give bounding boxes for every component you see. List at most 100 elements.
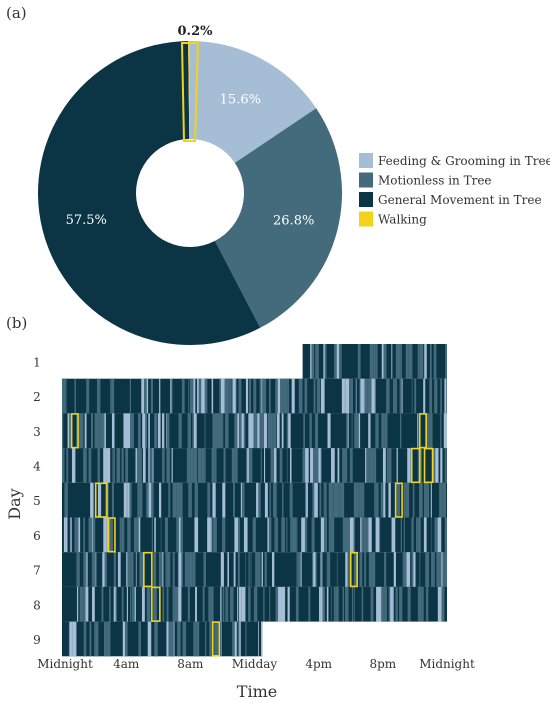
state-segment: [207, 517, 211, 553]
state-segment: [388, 586, 391, 622]
state-segment: [126, 552, 128, 587]
state-segment: [253, 413, 258, 449]
state-segment: [248, 586, 251, 622]
state-segment: [228, 378, 230, 414]
state-segment: [300, 552, 302, 587]
state-segment: [308, 586, 311, 622]
state-segment: [154, 413, 158, 449]
state-segment: [411, 378, 413, 414]
state-segment: [360, 517, 362, 553]
state-segment: [366, 448, 369, 483]
state-segment: [222, 517, 226, 553]
state-segment: [71, 448, 76, 483]
state-segment: [264, 552, 267, 587]
state-segment: [239, 413, 242, 449]
state-segment: [274, 448, 277, 483]
state-segment: [286, 378, 288, 414]
state-segment: [368, 552, 372, 587]
state-segment: [104, 552, 107, 587]
state-segment: [430, 517, 432, 553]
state-segment: [136, 517, 139, 553]
day-row-3: [62, 413, 447, 449]
state-segment: [369, 344, 374, 379]
state-segment: [188, 552, 190, 587]
walking-bout-boxes: [70, 413, 434, 657]
state-segment: [431, 552, 435, 587]
state-segment: [190, 448, 194, 483]
state-segment: [178, 552, 182, 587]
state-segment: [269, 586, 271, 622]
state-segment: [229, 378, 231, 414]
state-segment: [163, 448, 165, 483]
state-segment: [92, 552, 96, 587]
time-tick-5: 8pm: [369, 657, 396, 671]
state-segment: [445, 344, 447, 379]
state-segment: [438, 482, 440, 518]
state-segment: [211, 378, 214, 414]
state-segment: [366, 517, 369, 553]
state-segment: [443, 413, 447, 449]
state-segment: [222, 482, 226, 518]
state-segment: [357, 344, 361, 379]
state-segment: [231, 448, 236, 483]
state-segment: [368, 448, 371, 483]
state-segment: [402, 552, 407, 587]
state-segment: [425, 482, 428, 518]
state-segment: [245, 621, 247, 657]
state-segment: [403, 517, 405, 553]
state-segment: [421, 448, 423, 483]
state-segment: [162, 552, 164, 587]
state-segment: [66, 448, 69, 483]
state-segment: [230, 378, 232, 414]
state-segment: [125, 621, 128, 657]
state-segment: [436, 552, 440, 587]
state-segment: [315, 552, 317, 587]
state-segment: [171, 448, 173, 483]
state-segment: [312, 482, 315, 518]
state-segment: [248, 413, 252, 449]
day-tick-7: 7: [33, 564, 41, 578]
state-segment: [425, 552, 427, 587]
state-segment: [423, 482, 426, 518]
walking-box-4: [94, 482, 108, 518]
state-segment: [267, 517, 269, 553]
state-segment: [419, 552, 421, 587]
state-segment: [435, 448, 439, 483]
state-segment: [220, 621, 222, 657]
state-segment: [342, 448, 346, 483]
state-segment: [160, 517, 162, 553]
state-segment: [286, 517, 288, 553]
state-segment: [241, 586, 246, 622]
state-segment: [116, 448, 121, 483]
state-segment: [104, 413, 106, 449]
state-segment: [69, 621, 73, 657]
state-segment: [229, 586, 234, 622]
state-segment: [94, 621, 96, 657]
state-segment: [319, 482, 322, 518]
state-segment: [68, 621, 70, 657]
state-segment: [95, 621, 99, 657]
state-segment: [328, 517, 331, 553]
state-segment: [442, 552, 445, 587]
state-segment: [233, 552, 236, 587]
state-segment: [386, 378, 390, 414]
walking-box-8: [349, 551, 358, 588]
state-segment: [275, 586, 279, 622]
legend-label-1: Motionless in Tree: [378, 174, 492, 188]
state-segment: [213, 517, 217, 553]
time-tick-2: 8am: [177, 657, 204, 671]
state-segment: [359, 482, 362, 518]
state-segment: [405, 344, 409, 379]
state-segment: [222, 586, 225, 622]
state-segment: [158, 552, 161, 587]
state-segment: [187, 413, 191, 449]
state-segment: [272, 552, 275, 587]
state-segment: [170, 378, 172, 414]
state-segment: [95, 552, 97, 587]
state-segment: [91, 552, 93, 587]
state-segment: [408, 344, 413, 379]
slice-label-0: 15.6%: [220, 93, 261, 108]
state-segment: [189, 552, 193, 587]
state-segment: [340, 344, 342, 379]
state-segment: [442, 482, 447, 518]
